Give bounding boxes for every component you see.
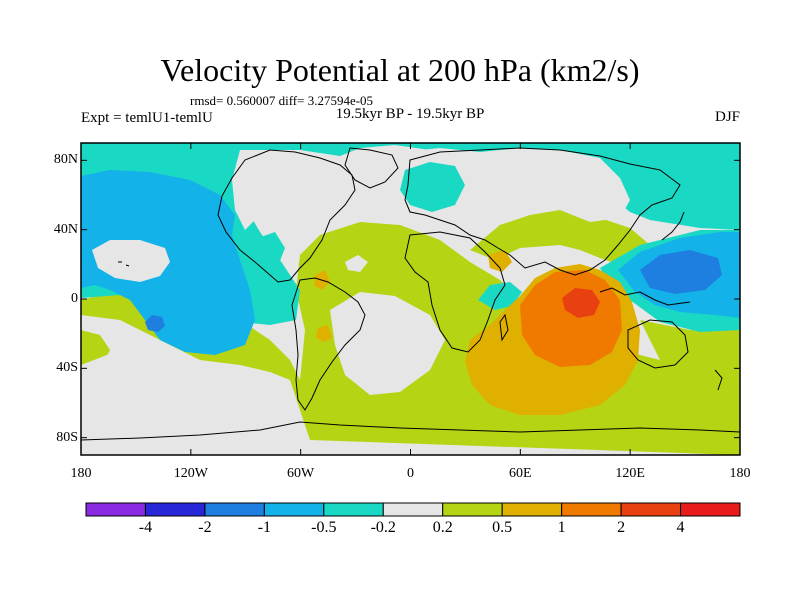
colorbar-swatch (323, 502, 384, 517)
chart-title: Velocity Potential at 200 hPa (km2/s) (160, 52, 640, 88)
contour-positive-south-atlantic (316, 325, 332, 342)
contour-blue-pacific-minimum (145, 315, 165, 332)
colorbar-swatch (263, 502, 325, 517)
coastline-australia (627, 319, 689, 369)
contour-neutral-amazon (345, 255, 368, 272)
x-tick-label: 60W (287, 466, 315, 481)
coastline-greenland (344, 147, 399, 189)
tick-marks (80, 143, 741, 455)
colorbar-swatch (561, 502, 622, 517)
x-tick-label: 180 (729, 466, 751, 481)
experiment-label: Expt = temlU1-temlU (81, 110, 213, 126)
y-tick-label: 40N (53, 221, 78, 237)
y-tick-label: 80N (53, 152, 78, 168)
colorbar-label: -0.5 (311, 519, 337, 536)
contour-positive-asia (470, 210, 650, 265)
colorbar-label: 1 (557, 519, 566, 536)
colorbar-swatch (501, 502, 563, 517)
colorbar-swatch (442, 502, 503, 517)
contour-negative-atlantic (258, 232, 285, 266)
coastline-hawaii (118, 261, 130, 267)
colorbar (85, 502, 741, 517)
coastline-new-zealand (714, 369, 723, 391)
y-tick-label: 0 (71, 291, 78, 306)
contour-blue-maritime-minimum (640, 250, 722, 294)
colorbar-swatch (85, 502, 146, 517)
contour-negative-scandinavia (400, 162, 465, 212)
contour-negative-east-africa (478, 282, 522, 310)
colorbar-label: -4 (138, 519, 153, 536)
x-tick-label: 0 (407, 466, 414, 481)
colorbar-label: 0.5 (492, 519, 513, 536)
colorbar-label: 2 (617, 519, 626, 536)
x-tick-label: 120W (173, 466, 208, 481)
colorbar-label: -0.2 (370, 519, 396, 536)
colorbar-label: 0.2 (432, 519, 453, 536)
period-label: 19.5kyr BP - 19.5kyr BP (335, 106, 485, 122)
colorbar-swatch (144, 502, 206, 517)
coastlines (81, 147, 740, 441)
stats-line: rmsd= 0.560007 diff= 3.27594e-05 (190, 93, 374, 108)
coastline-maritime-continent (599, 287, 691, 306)
coastline-eurasia (404, 147, 681, 276)
contour-neutral-hawaii (92, 240, 170, 282)
colorbar-swatch (680, 502, 741, 517)
colorbar-label: 4 (676, 519, 685, 536)
colorbar-label: -1 (257, 519, 272, 536)
contour-positive-arabia (488, 250, 512, 272)
contour-positive-2-indian (562, 288, 600, 318)
coastline-japan (661, 211, 685, 241)
contour-fill-layer (81, 143, 740, 455)
contour-neutral-south-pacific (81, 350, 270, 445)
x-tick-label: 60E (509, 466, 532, 481)
colorbar-swatch (620, 502, 682, 517)
season-label: DJF (714, 109, 740, 125)
colorbar-swatch (382, 502, 444, 517)
colorbar-label: -2 (198, 519, 212, 536)
coastline-antarctica (81, 421, 740, 441)
contour-neutral-north-america (232, 150, 340, 230)
contour-neutral-atlantic (330, 292, 445, 395)
contour-positive-east-pacific (640, 320, 740, 380)
x-tick-label: 120E (615, 466, 645, 481)
coastline-north-america (217, 149, 356, 283)
coastline-madagascar (499, 313, 509, 342)
x-tick-label: 180 (70, 466, 92, 481)
coastline-south-america (291, 277, 366, 411)
colorbar-swatch (204, 502, 265, 517)
contour-positive-1-indian (520, 270, 622, 367)
y-tick-label: 40S (56, 360, 78, 376)
y-tick-label: 80S (56, 429, 78, 445)
coastline-africa (404, 231, 506, 353)
